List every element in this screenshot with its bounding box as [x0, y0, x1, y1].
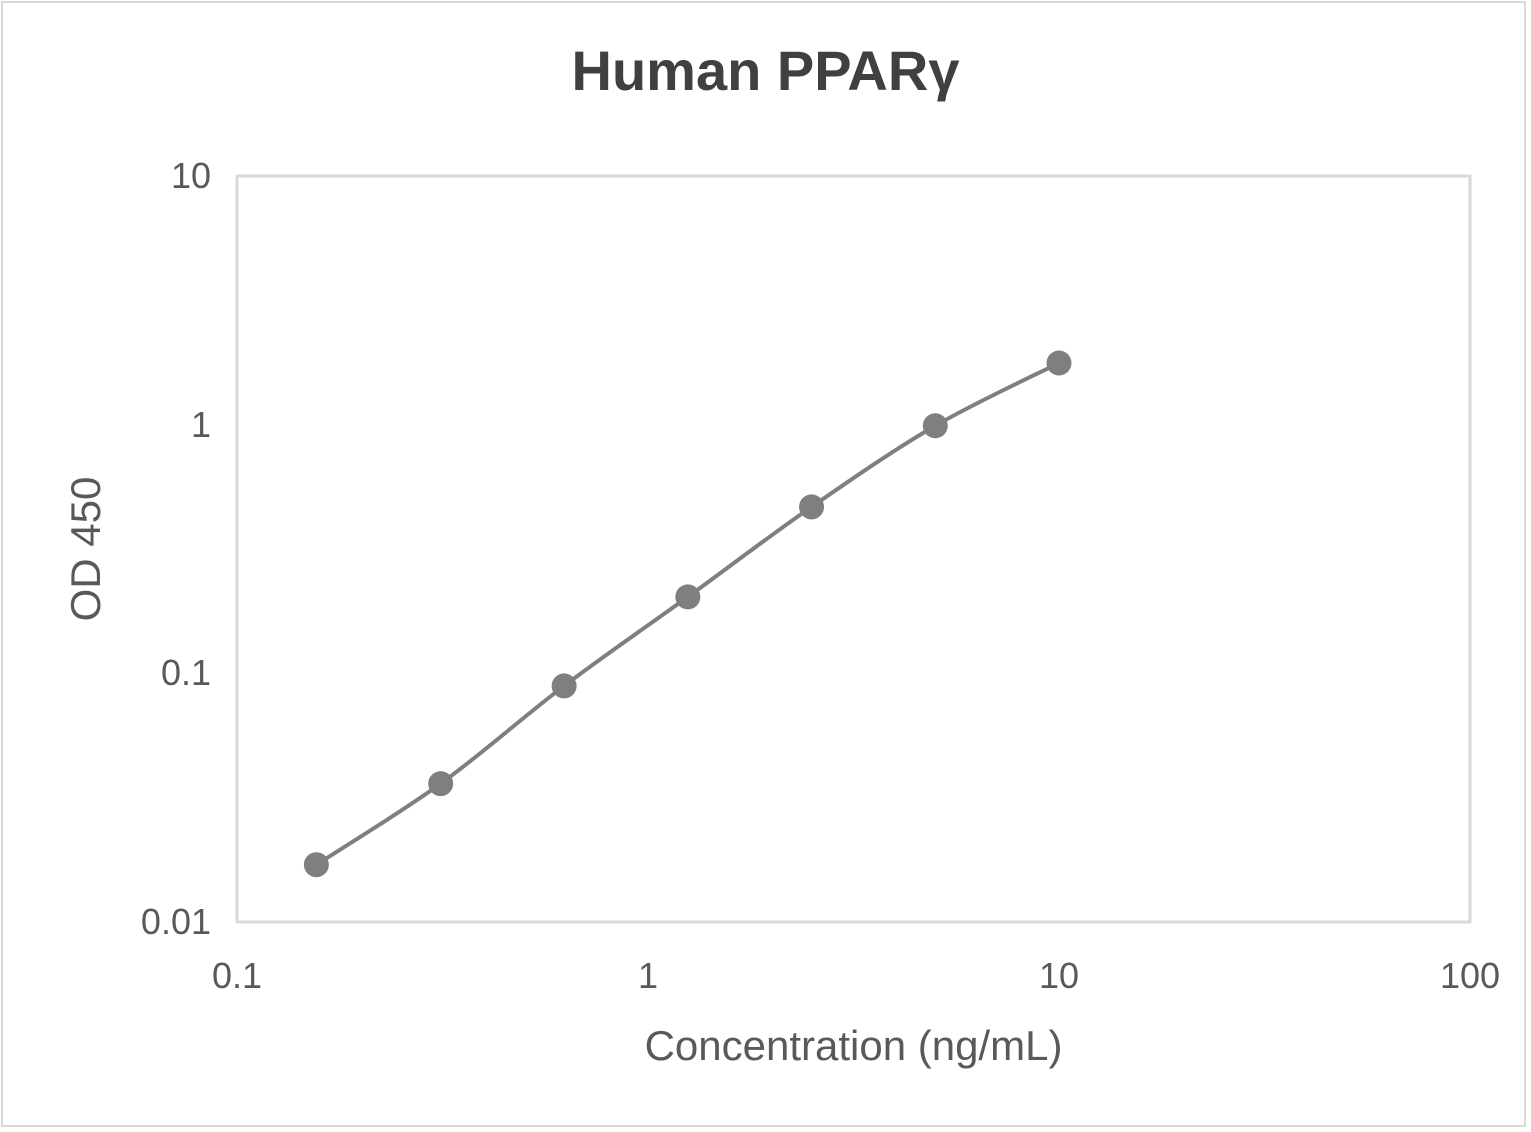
x-axis-label: Concentration (ng/mL) — [644, 1022, 1063, 1069]
y-axis-label: OD 450 — [62, 476, 109, 622]
data-point-marker — [675, 584, 701, 610]
data-markers — [303, 350, 1072, 878]
x-tick-100: 100 — [1439, 955, 1501, 996]
data-point-marker — [922, 413, 948, 439]
y-tick-10: 10 — [170, 155, 211, 196]
y-tick-0-1: 0.1 — [160, 652, 211, 693]
data-point-marker — [799, 494, 825, 520]
data-line — [315, 361, 1060, 867]
y-tick-0-01: 0.01 — [140, 901, 211, 942]
data-point-marker — [551, 673, 577, 699]
chart-title: Human PPARγ — [571, 39, 960, 102]
x-tick-1: 1 — [637, 955, 659, 996]
x-tick-0-1: 0.1 — [211, 955, 263, 996]
plot-border — [235, 174, 1472, 924]
data-point-marker — [303, 852, 329, 878]
data-point-marker — [1046, 350, 1072, 376]
y-tick-1: 1 — [190, 404, 211, 445]
data-point-marker — [428, 771, 454, 797]
x-tick-10: 10 — [1038, 955, 1080, 996]
